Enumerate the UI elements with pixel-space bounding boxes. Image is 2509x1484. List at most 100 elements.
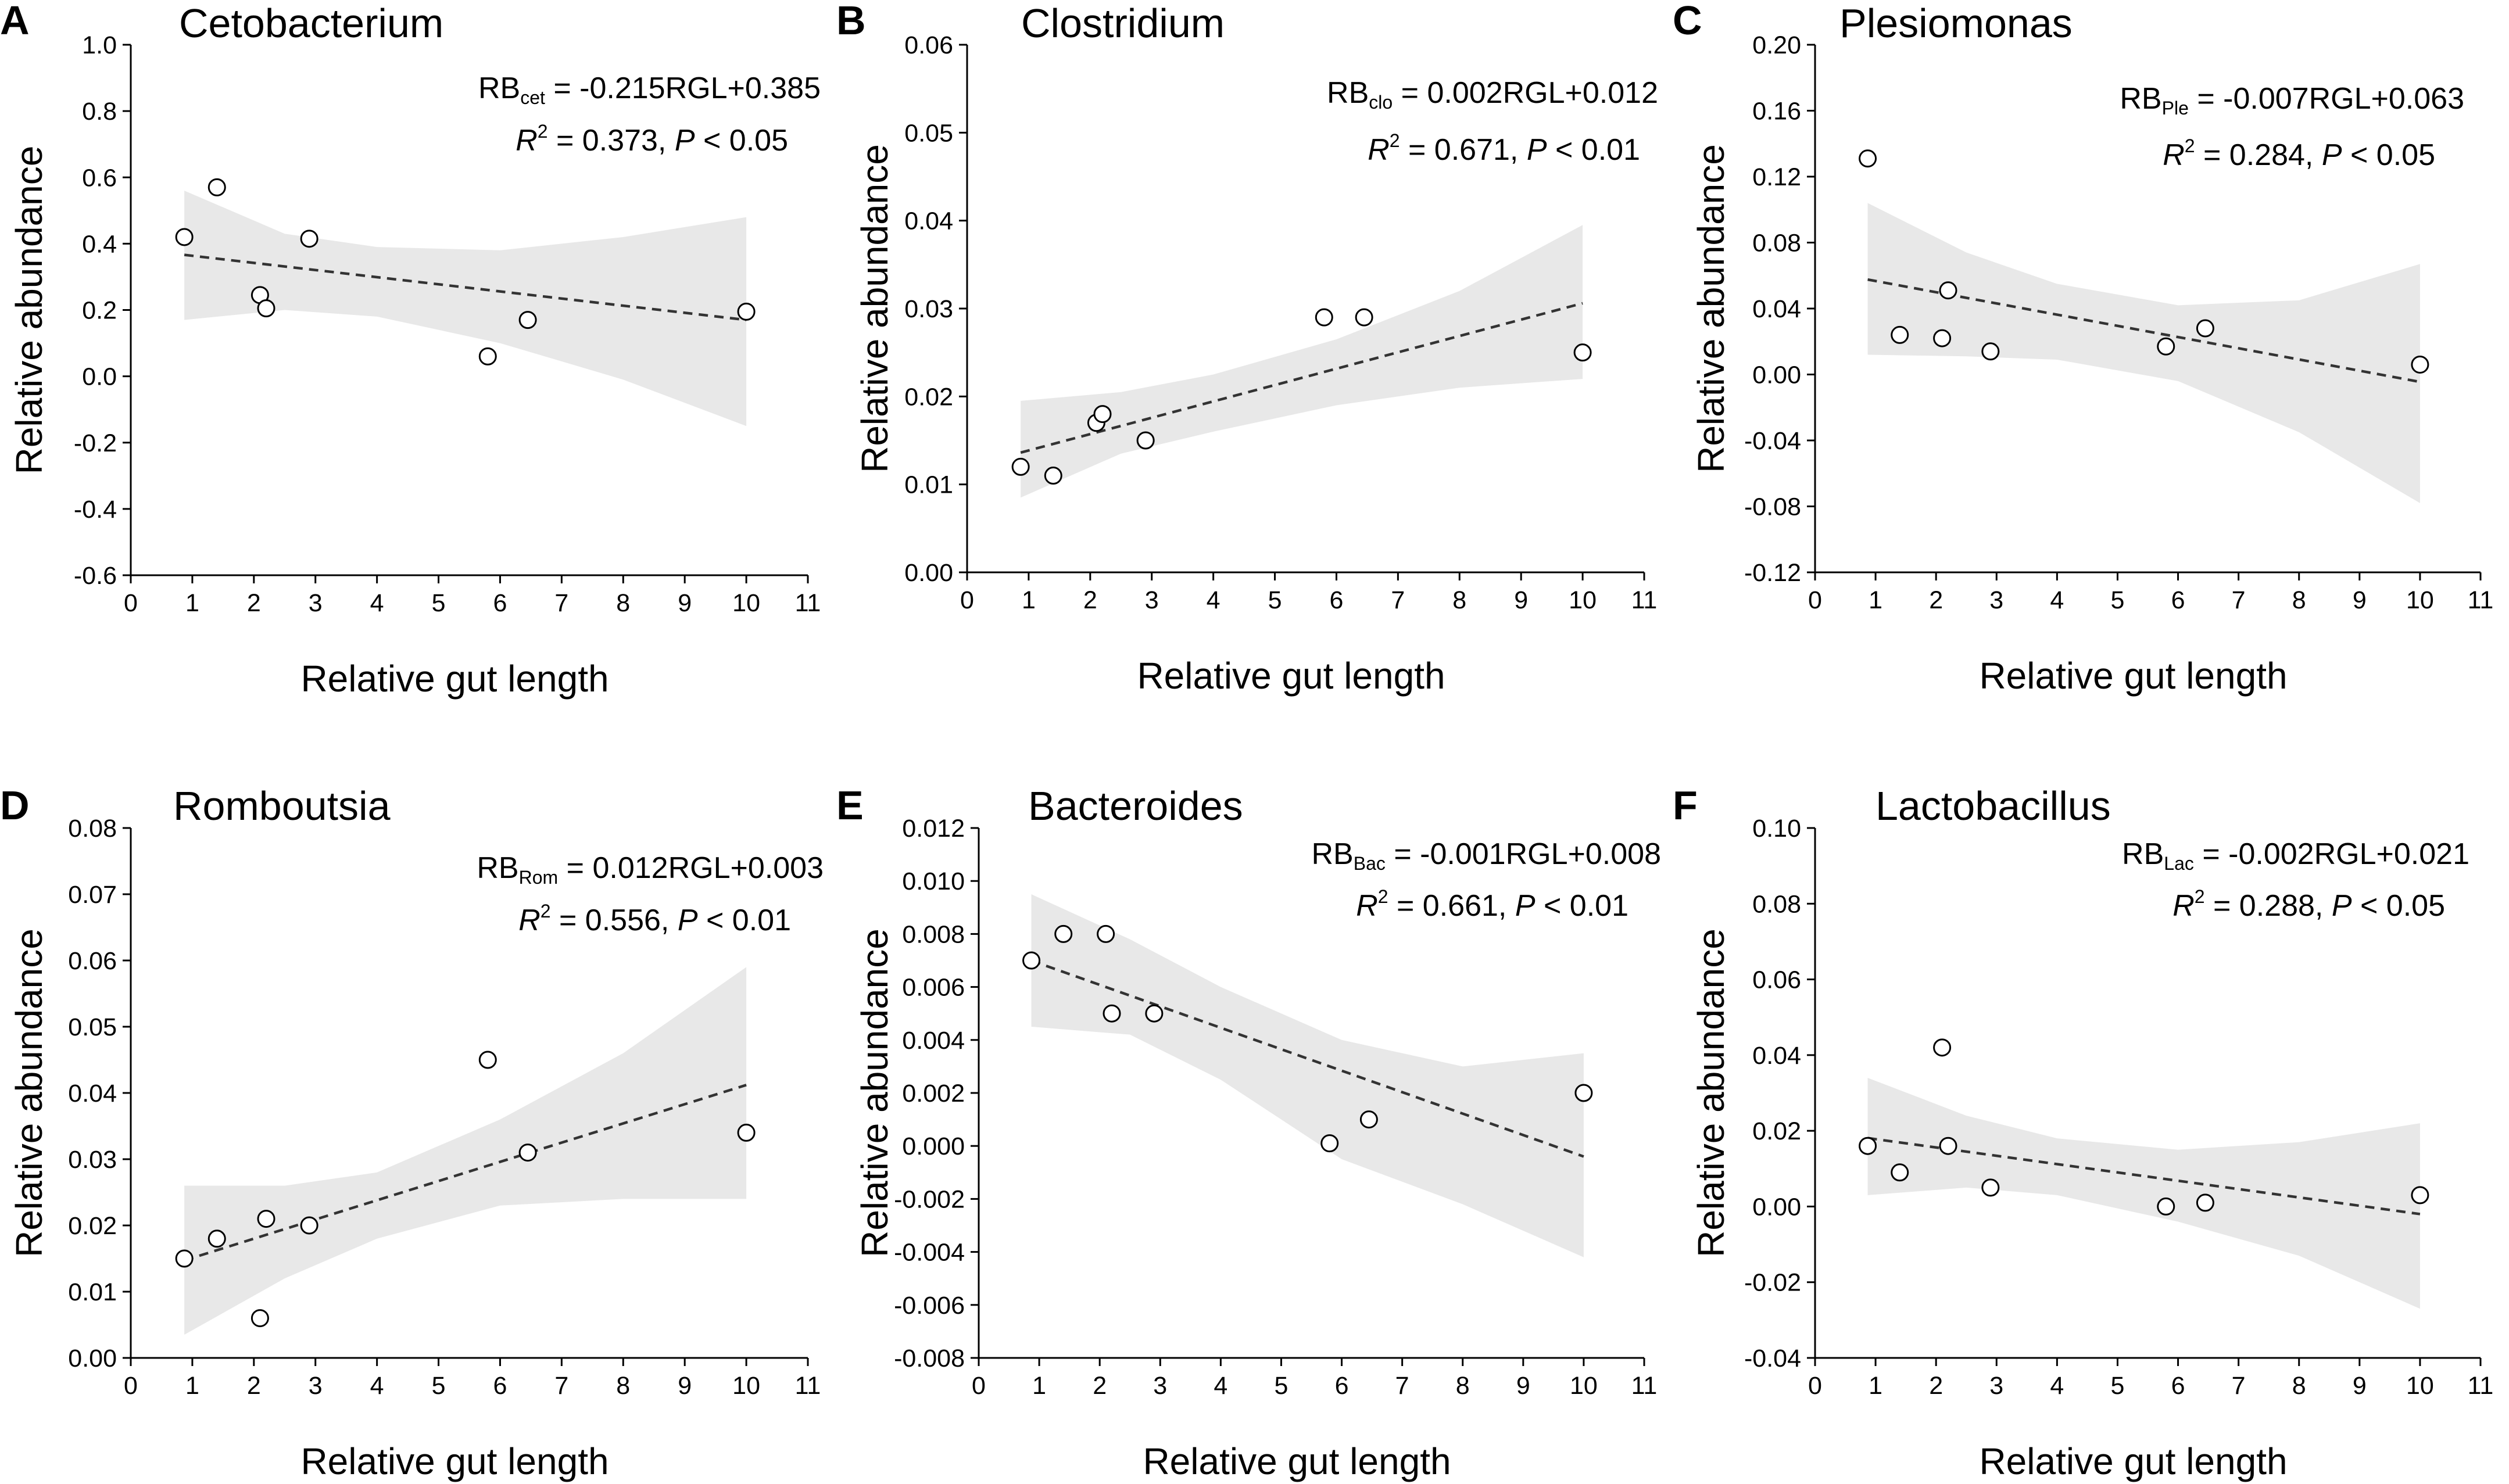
data-point xyxy=(1859,149,1877,168)
y-tick-label: 0.05 xyxy=(904,119,953,147)
x-tick-label: 10 xyxy=(1570,1372,1598,1400)
r2-exponent: 2 xyxy=(1389,130,1400,151)
y-axis-title: Relative abundance xyxy=(854,929,896,1257)
data-point xyxy=(737,302,756,321)
p-value: < 0.05 xyxy=(2342,138,2435,172)
r2-exponent: 2 xyxy=(537,121,548,142)
x-axis-title: Relative gut length xyxy=(1979,1440,2287,1482)
data-point xyxy=(1044,467,1062,485)
x-tick-label: 4 xyxy=(1214,1372,1227,1400)
y-tick-label: -0.04 xyxy=(1744,427,1801,455)
data-point xyxy=(2157,1197,2175,1216)
x-tick-label: 0 xyxy=(1808,1372,1822,1400)
y-tick-label: 0.12 xyxy=(1752,163,1801,191)
y-tick-label: 0.02 xyxy=(904,383,953,411)
data-point xyxy=(1933,329,1952,347)
x-tick-label: 11 xyxy=(1631,1372,1658,1400)
x-tick-label: 7 xyxy=(2232,1372,2246,1400)
x-tick-label: 1 xyxy=(1032,1372,1046,1400)
x-tick-label: 3 xyxy=(309,589,323,617)
r-symbol: R xyxy=(2163,138,2185,172)
panel-f-stats: R2 = 0.288, P < 0.05 xyxy=(2172,887,2445,923)
y-tick-label: -0.08 xyxy=(1744,493,1801,521)
y-axis-title: Relative abundance xyxy=(1690,144,1732,473)
equation-subscript: clo xyxy=(1369,92,1393,113)
r-symbol: R xyxy=(516,124,538,157)
x-tick-label: 6 xyxy=(493,589,507,617)
panel-e-plot: 0 1 2 3 4 5 6 7 8 9 10 11 -0.008 -0.006 -0.004 -0.002 0.… xyxy=(854,815,1658,1482)
y-tick-label: 0.000 xyxy=(902,1132,965,1160)
y-tick-label: 0.002 xyxy=(902,1080,965,1107)
data-point xyxy=(1355,308,1373,327)
x-tick-label: 5 xyxy=(1274,1372,1288,1400)
panel-e-title: Bacteroides xyxy=(1028,783,1243,829)
equation-rhs: = 0.002RGL+0.012 xyxy=(1393,76,1658,110)
r-symbol: R xyxy=(1368,133,1390,167)
panel-c-plot: 0 1 2 3 4 5 6 7 8 9 10 11 -0.12 -0.08 -0.04 0.00 0.04 0.0… xyxy=(1690,31,2493,697)
equation-subscript: Lac xyxy=(2164,853,2194,874)
data-point xyxy=(207,178,226,196)
data-point xyxy=(207,1230,226,1248)
panel-d-title: Romboutsia xyxy=(173,783,391,829)
x-tick-label: 7 xyxy=(1395,1372,1409,1400)
y-tick-label: 0.6 xyxy=(82,164,117,192)
y-tick-label: 0.16 xyxy=(1752,98,1801,126)
r2-value: = 0.288, xyxy=(2204,889,2332,923)
x-tick-label: 10 xyxy=(732,589,760,617)
data-point xyxy=(1573,343,1592,362)
equation-rhs: = -0.002RGL+0.021 xyxy=(2193,837,2469,871)
y-tick-label: 0.004 xyxy=(902,1027,965,1055)
panel-f-letter: F xyxy=(1673,783,1698,828)
y-tick-label: 0.010 xyxy=(902,868,965,895)
y-tick-label: 0.03 xyxy=(68,1146,117,1174)
panel-e-equation: RBBac = -0.001RGL+0.008 xyxy=(1311,837,1661,873)
panel-b-plot: 0 1 2 3 4 5 6 7 8 9 10 11 0.00 0.01 0.02 0.03 0.04 0.05 0.… xyxy=(854,31,1657,697)
panel-d: 0 1 2 3 4 5 6 7 8 9 10 11 0.00 0.01 0.02 0.03 0.04 0.05 0.… xyxy=(0,742,836,1484)
y-axis-title: Relative abundance xyxy=(1690,929,1732,1257)
x-tick-label: 4 xyxy=(2050,586,2064,614)
data-point xyxy=(2196,319,2214,338)
data-point xyxy=(1103,1004,1121,1023)
data-point xyxy=(300,230,318,248)
y-tick-label: 0.20 xyxy=(1752,31,1801,59)
y-tick-label: 1.0 xyxy=(82,31,117,59)
x-tick-label: 8 xyxy=(616,1372,630,1400)
x-tick-label: 6 xyxy=(493,1372,507,1400)
y-tick-label: 0.10 xyxy=(1752,815,1801,843)
x-tick-label: 1 xyxy=(1869,1372,1882,1400)
panel-b-letter: B xyxy=(836,0,866,43)
data-point xyxy=(1981,342,2000,361)
x-tick-label: 5 xyxy=(2110,1372,2124,1400)
x-axis-title: Relative gut length xyxy=(300,658,609,700)
data-point xyxy=(175,1249,194,1268)
y-tick-label: 0.04 xyxy=(1752,1042,1801,1070)
equation-prefix: RB xyxy=(1327,76,1369,110)
x-tick-label: 5 xyxy=(432,589,446,617)
r-symbol: R xyxy=(2172,889,2195,923)
y-tick-label: 0.07 xyxy=(68,881,117,909)
y-tick-label: 0.012 xyxy=(902,815,965,843)
p-value: < 0.01 xyxy=(1547,133,1640,167)
y-tick-label: 0.04 xyxy=(68,1080,117,1107)
data-point xyxy=(1136,431,1155,450)
y-tick-label: 0.0 xyxy=(82,363,117,391)
y-tick-label: -0.04 xyxy=(1744,1345,1801,1372)
data-point xyxy=(518,1144,537,1162)
y-tick-label: -0.2 xyxy=(74,429,117,457)
panel-b-title: Clostridium xyxy=(1021,1,1225,46)
y-tick-label: -0.6 xyxy=(74,562,117,590)
data-point xyxy=(1315,308,1333,327)
data-point xyxy=(2411,1186,2429,1205)
regression-line xyxy=(1030,959,1584,1158)
x-tick-label: 5 xyxy=(2110,586,2124,614)
data-point xyxy=(1939,281,1957,300)
x-tick-label: 11 xyxy=(795,1372,821,1400)
panel-a-plot: 0 1 2 3 4 5 6 7 8 9 10 11 -0.6 -0.4 -0.2 0.0 0.2 0.4 0.6 0.… xyxy=(8,31,821,700)
y-tick-label: 0.006 xyxy=(902,974,965,1002)
data-point xyxy=(1939,1137,1957,1155)
x-tick-label: 10 xyxy=(1569,586,1597,614)
x-tick-label: 6 xyxy=(2171,1372,2185,1400)
data-point xyxy=(478,1051,497,1069)
data-point xyxy=(1054,924,1073,943)
